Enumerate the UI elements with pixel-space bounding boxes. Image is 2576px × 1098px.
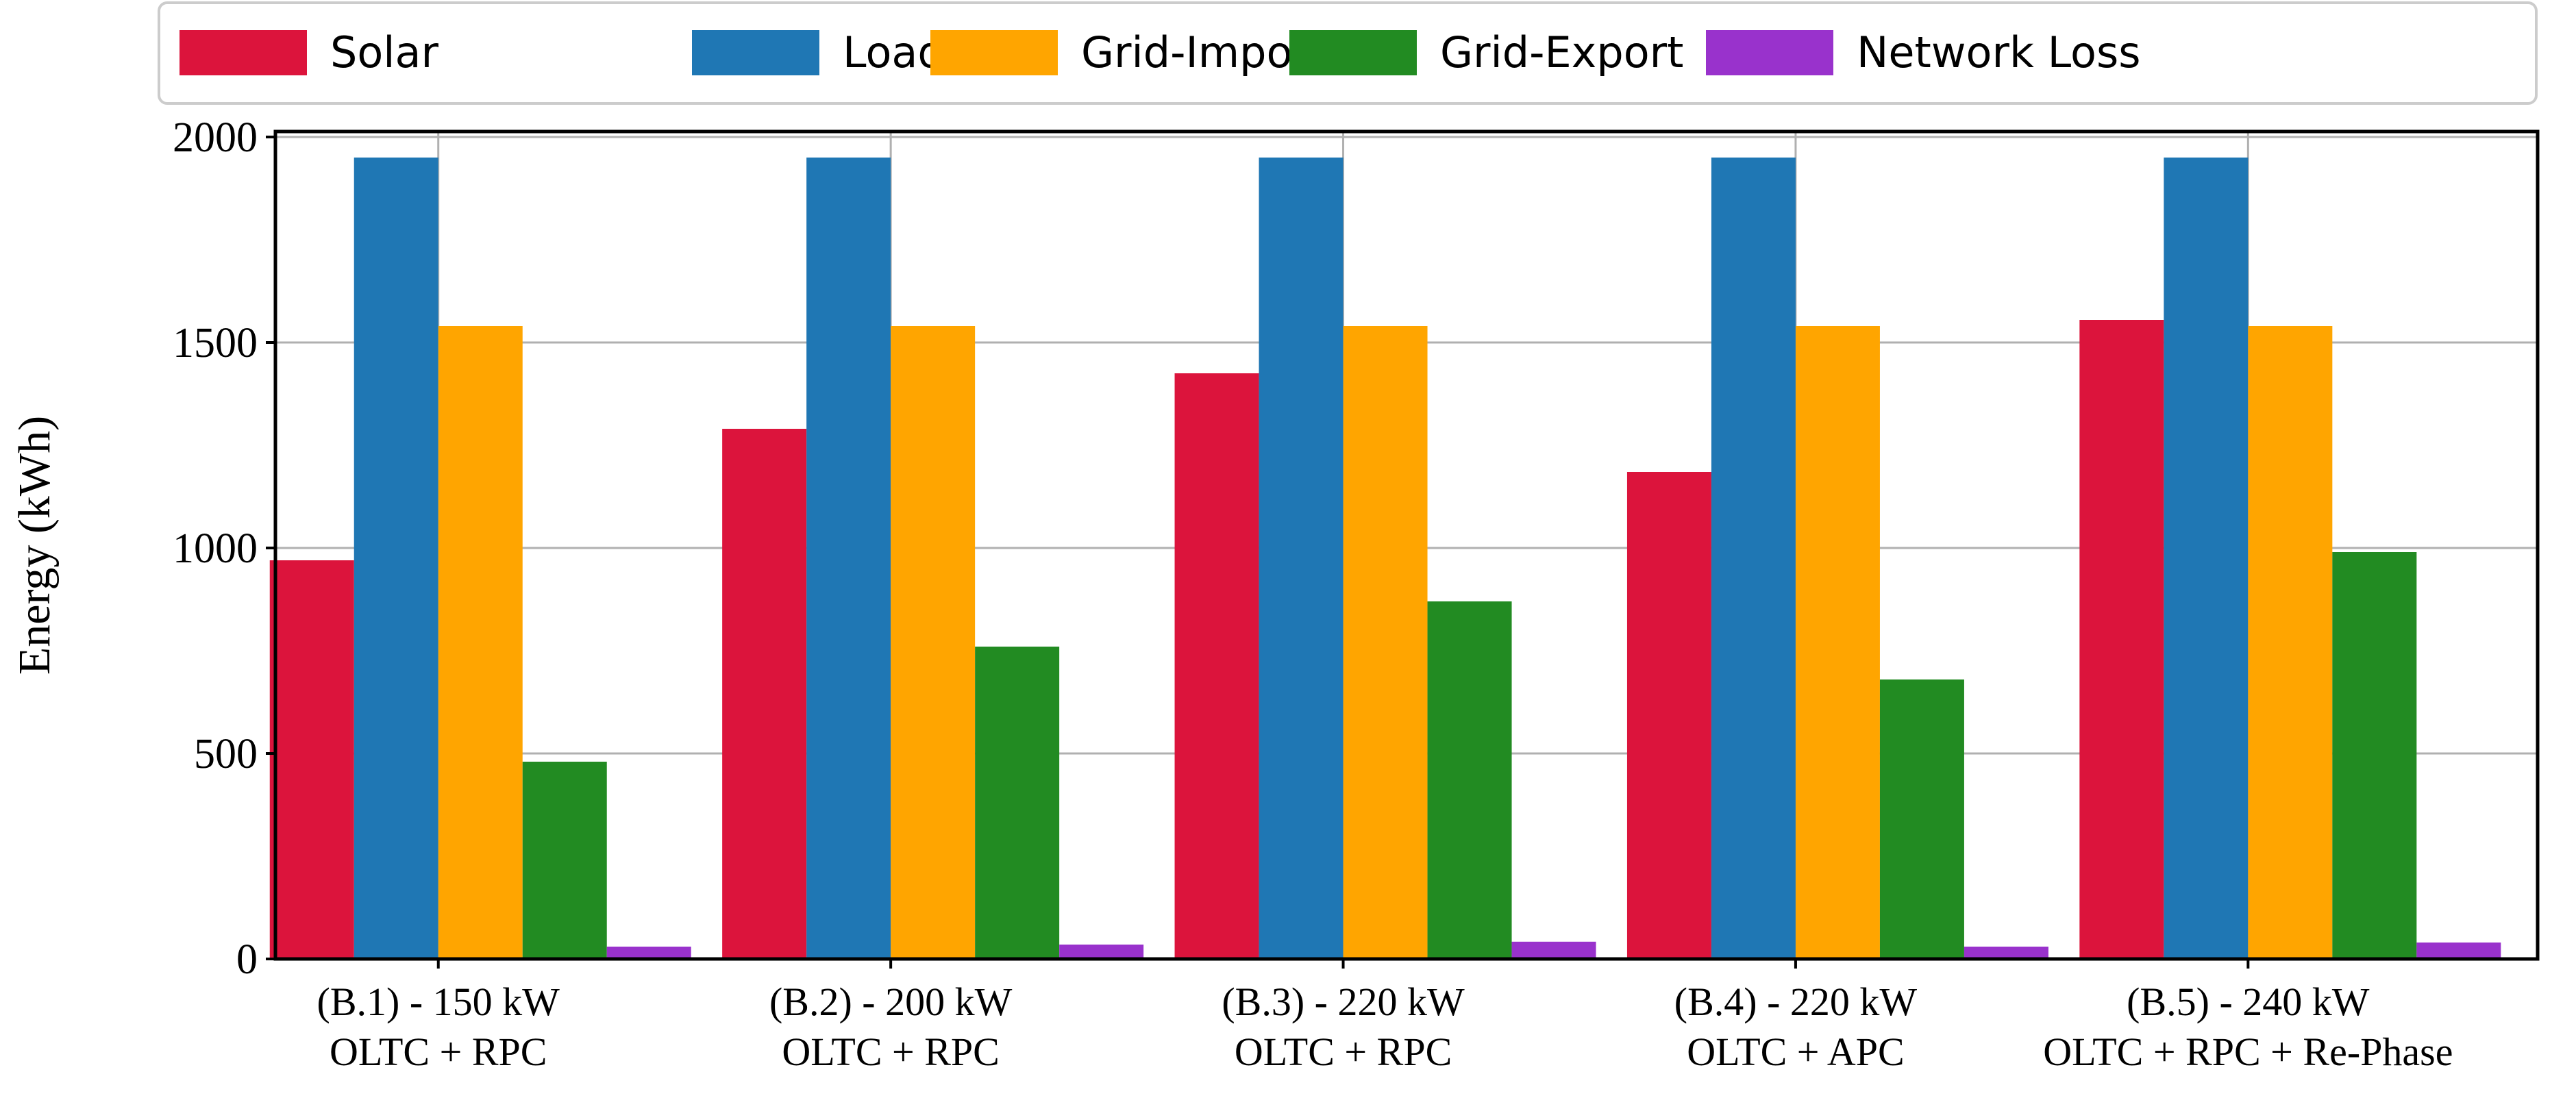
bar-load — [354, 158, 438, 959]
x-tick-label-line1: (B.3) - 220 kW — [1222, 980, 1465, 1024]
bar-load — [1711, 158, 1796, 959]
x-tick-label-line1: (B.5) - 240 kW — [2127, 980, 2370, 1024]
bar-grid-import — [1795, 326, 1880, 959]
y-tick-label: 1000 — [173, 525, 258, 572]
bar-grid-import — [1343, 326, 1428, 959]
y-axis: 0 500 1000 1500 2000 — [173, 114, 275, 983]
bars-layer — [269, 158, 2501, 959]
legend-swatch-network-loss — [1706, 30, 1833, 75]
bar-grid-import — [438, 326, 523, 959]
x-tick-label-line2: OLTC + RPC — [1235, 1030, 1452, 1074]
y-tick-label: 0 — [236, 936, 258, 983]
bar-grid-export — [975, 647, 1060, 959]
bar-solar — [2079, 320, 2164, 959]
x-tick-label-line2: OLTC + RPC — [330, 1030, 547, 1074]
bar-network-loss — [1964, 947, 2048, 959]
legend-label-grid-export: Grid-Export — [1440, 27, 1683, 77]
bar-grid-export — [1427, 601, 1512, 959]
bar-grid-export — [522, 762, 607, 959]
bar-solar — [722, 429, 807, 959]
legend-swatch-load — [692, 30, 819, 75]
plot-frame — [273, 129, 2540, 961]
x-tick-label-line2: OLTC + APC — [1687, 1030, 1904, 1074]
bar-load — [806, 158, 891, 959]
bar-solar — [1174, 373, 1259, 959]
y-tick-label: 1500 — [173, 320, 258, 366]
bar-network-loss — [1059, 945, 1144, 959]
bar-solar — [1626, 472, 1711, 959]
x-tick-label-line1: (B.1) - 150 kW — [317, 980, 560, 1024]
x-tick-label-line1: (B.2) - 200 kW — [769, 980, 1013, 1024]
bar-grid-export — [2332, 552, 2417, 959]
bar-grid-import — [891, 326, 976, 959]
bar-grid-import — [2248, 326, 2333, 959]
legend-swatch-solar — [179, 30, 307, 75]
legend-label-solar: Solar — [330, 27, 439, 77]
legend-swatch-grid-export — [1289, 30, 1417, 75]
bar-load — [1259, 158, 1343, 959]
bar-network-loss — [1511, 941, 1596, 959]
bar-load — [2164, 158, 2249, 959]
y-axis-label: Energy (kWh) — [10, 416, 60, 675]
legend-label-grid-import: Grid-Import — [1081, 27, 1326, 77]
legend-label-load: Load — [843, 27, 945, 77]
x-tick-label-line2: OLTC + RPC + Re-Phase — [2043, 1030, 2453, 1074]
legend-swatch-grid-import — [930, 30, 1058, 75]
bar-solar — [269, 560, 354, 959]
bar-grid-export — [1879, 679, 1964, 959]
y-tick-label: 500 — [194, 731, 258, 777]
y-tick-label: 2000 — [173, 114, 258, 161]
bar-network-loss — [606, 947, 691, 959]
x-tick-label-line2: OLTC + RPC — [782, 1030, 999, 1074]
x-tick-label-line1: (B.4) - 220 kW — [1674, 980, 1918, 1024]
x-axis: (B.1) - 150 kW OLTC + RPC (B.2) - 200 kW OL… — [317, 959, 2453, 1074]
legend: Solar Load Grid-Import Grid-Export Network L… — [158, 1, 2538, 105]
legend-label-network-loss: Network Loss — [1857, 27, 2141, 77]
bar-network-loss — [2416, 943, 2501, 959]
